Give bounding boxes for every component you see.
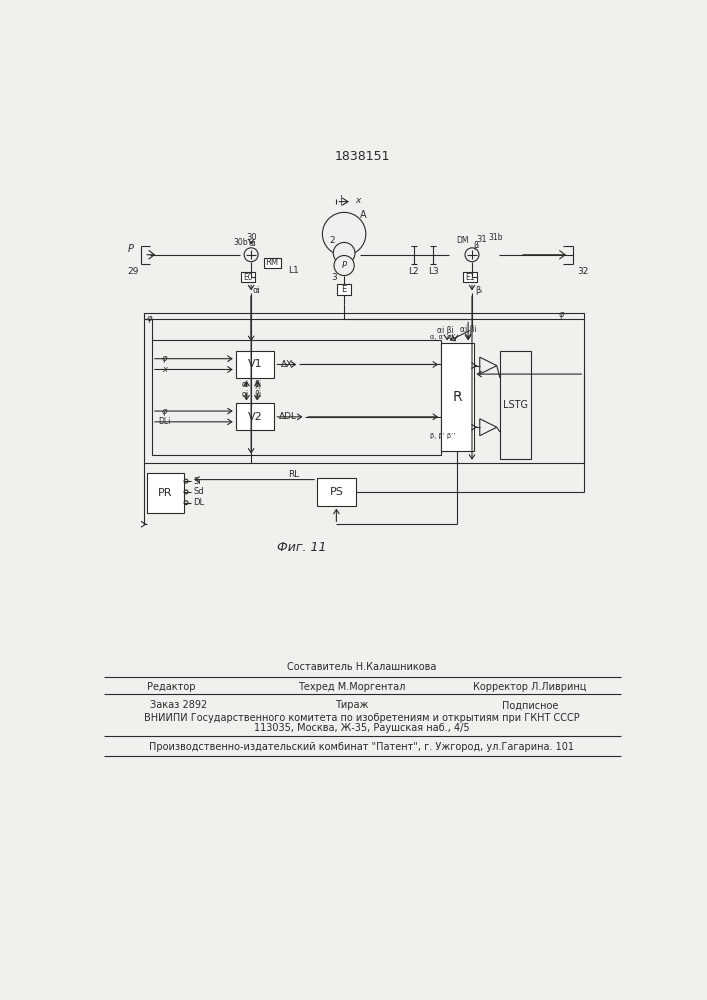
Text: Подписное: Подписное xyxy=(502,700,559,710)
Text: 113035, Москва, Ж-35, Раушская наб., 4/5: 113035, Москва, Ж-35, Раушская наб., 4/5 xyxy=(254,723,469,733)
Bar xyxy=(500,351,531,459)
Text: Составитель Н.Калашникова: Составитель Н.Калашникова xyxy=(287,662,437,672)
Text: V2: V2 xyxy=(247,412,262,422)
Bar xyxy=(146,473,184,513)
Text: αi: αi xyxy=(252,286,260,295)
Text: Редактор: Редактор xyxy=(146,682,195,692)
Text: φ: φ xyxy=(162,354,167,363)
Text: αi: αi xyxy=(249,239,257,248)
Text: P: P xyxy=(128,244,134,254)
Text: DM: DM xyxy=(457,236,469,245)
Text: x: x xyxy=(162,365,167,374)
Text: L1: L1 xyxy=(288,266,299,275)
Circle shape xyxy=(334,256,354,276)
Bar xyxy=(317,478,356,506)
Text: Заказ 2892: Заказ 2892 xyxy=(151,700,208,710)
Circle shape xyxy=(333,242,355,264)
Text: βᵢ: βᵢ xyxy=(475,286,481,295)
Text: βᵢ: βᵢ xyxy=(473,241,479,250)
Text: 32: 32 xyxy=(577,267,588,276)
Text: Тираж: Тираж xyxy=(335,700,368,710)
Text: αi βi: αi βi xyxy=(436,326,453,335)
Text: ΔDL: ΔDL xyxy=(279,412,298,421)
Bar xyxy=(152,340,441,455)
Text: E: E xyxy=(341,285,346,294)
Bar xyxy=(337,284,351,295)
Text: E1: E1 xyxy=(465,273,474,282)
Bar xyxy=(264,258,281,268)
Text: A: A xyxy=(360,210,367,220)
Text: PS: PS xyxy=(329,487,344,497)
Text: Sd: Sd xyxy=(193,487,204,496)
Text: 2: 2 xyxy=(329,236,335,245)
Bar xyxy=(441,343,474,451)
Bar xyxy=(144,312,585,463)
Text: αi: αi xyxy=(241,390,249,399)
Text: L3: L3 xyxy=(428,267,438,276)
Text: ВНИИПИ Государственного комитета по изобретениям и открытиям при ГКНТ СССР: ВНИИПИ Государственного комитета по изоб… xyxy=(144,713,580,723)
Bar xyxy=(462,272,477,282)
Text: 1838151: 1838151 xyxy=(334,150,390,163)
Text: 29: 29 xyxy=(128,267,139,276)
Text: PR: PR xyxy=(158,488,173,498)
Text: βj: βj xyxy=(254,380,261,389)
Bar xyxy=(235,403,274,430)
Text: 30: 30 xyxy=(246,233,257,242)
Text: αi: αi xyxy=(241,380,249,389)
Text: P: P xyxy=(341,261,346,270)
Bar xyxy=(241,272,255,282)
Text: E0: E0 xyxy=(243,273,253,282)
Bar xyxy=(235,351,274,378)
Text: 31: 31 xyxy=(476,235,486,244)
Text: 31b: 31b xyxy=(488,233,503,242)
Text: L2: L2 xyxy=(409,267,419,276)
Circle shape xyxy=(322,212,366,256)
Text: Sr: Sr xyxy=(193,477,201,486)
Text: φ: φ xyxy=(147,314,152,323)
Text: RL: RL xyxy=(288,470,299,479)
Text: Производственно-издательский комбинат "Патент", г. Ужгород, ул.Гагарина. 101: Производственно-издательский комбинат "П… xyxy=(149,742,575,752)
Text: α, α’ α’’: α, α’ α’’ xyxy=(430,334,455,340)
Text: x: x xyxy=(356,196,361,205)
Text: |: | xyxy=(339,195,343,205)
Text: φ: φ xyxy=(559,310,564,319)
Text: Техред М.Моргентал: Техред М.Моргентал xyxy=(298,682,406,692)
Text: ΔX: ΔX xyxy=(281,360,293,369)
Text: LSTG: LSTG xyxy=(503,400,528,410)
Text: φ: φ xyxy=(162,407,167,416)
Text: 30b: 30b xyxy=(234,238,248,247)
Text: 3: 3 xyxy=(331,273,337,282)
Text: Фиг. 11: Фиг. 11 xyxy=(276,541,326,554)
Text: αi βi: αi βi xyxy=(460,325,477,334)
Text: Корректор Л.Ливринц: Корректор Л.Ливринц xyxy=(474,682,587,692)
Text: DLi: DLi xyxy=(158,417,170,426)
Text: βi: βi xyxy=(254,390,261,399)
Text: R: R xyxy=(452,390,462,404)
Text: DL: DL xyxy=(193,498,204,507)
Text: V1: V1 xyxy=(247,359,262,369)
Text: β, β’ β’’: β, β’ β’’ xyxy=(430,433,455,439)
Text: RM: RM xyxy=(266,258,279,267)
